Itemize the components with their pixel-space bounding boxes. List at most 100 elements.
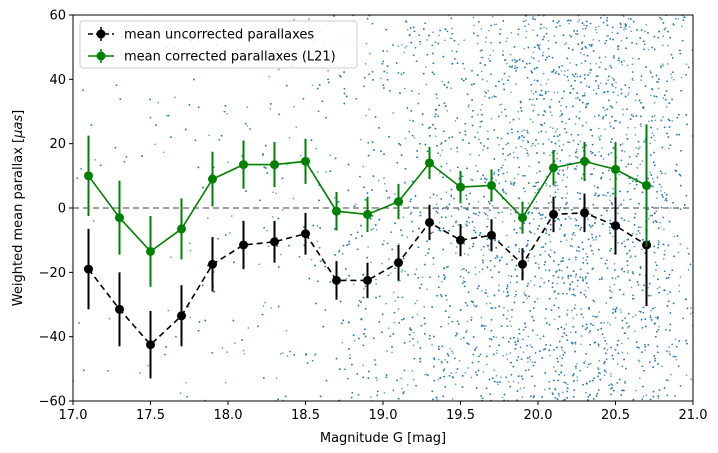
scatter-point [554,397,557,399]
scatter-point [441,80,443,83]
scatter-point [574,79,576,82]
scatter-point [588,308,590,310]
scatter-point [589,62,592,65]
scatter-point [483,211,486,214]
scatter-point [653,35,656,38]
scatter-point [246,124,249,127]
scatter-point [403,369,406,372]
scatter-point [474,266,477,269]
scatter-point [400,377,403,380]
scatter-point [647,32,649,34]
scatter-point [517,110,520,113]
scatter-point [175,335,177,338]
scatter-point [559,228,561,230]
scatter-point [401,234,404,237]
scatter-point [459,275,462,278]
scatter-point [576,285,579,288]
scatter-point [475,371,477,374]
scatter-point [611,277,614,279]
scatter-point [644,349,646,352]
scatter-point [649,10,651,12]
scatter-point [529,118,532,121]
scatter-point [576,10,578,12]
scatter-point [504,180,507,183]
scatter-point [275,192,278,195]
scatter-point [311,84,314,87]
scatter-point [438,402,440,404]
scatter-point [442,55,445,58]
scatter-point [663,270,666,273]
scatter-point [399,144,402,146]
scatter-point [670,73,672,76]
scatter-point [413,357,416,360]
scatter-point [603,194,605,196]
scatter-point [653,95,656,98]
scatter-point [465,198,468,200]
scatter-point [478,21,480,23]
scatter-point [628,25,631,28]
scatter-point [333,197,336,199]
scatter-point [675,358,678,361]
scatter-point [243,352,246,355]
scatter-point [433,402,435,404]
scatter-point [530,56,533,59]
scatter-point [385,28,388,31]
scatter-point [362,376,365,379]
scatter-point [473,226,476,229]
scatter-point [148,403,150,405]
scatter-point [535,201,538,203]
scatter-point [613,55,615,57]
scatter-point [644,403,646,405]
scatter-point [593,405,595,407]
scatter-point [621,351,624,354]
scatter-point [402,216,405,219]
scatter-point [476,405,478,407]
scatter-point [429,196,432,199]
scatter-point [394,300,397,302]
scatter-point [675,355,677,358]
scatter-point [620,311,623,313]
scatter-point [517,173,520,176]
scatter-point [451,27,453,30]
scatter-point [663,199,666,202]
scatter-point [482,371,485,373]
scatter-point [513,336,515,339]
scatter-point [439,29,441,32]
scatter-point [670,373,672,376]
scatter-point [522,328,525,331]
scatter-point [325,171,327,173]
scatter-point [198,321,201,323]
scatter-point [288,137,291,139]
scatter-point [531,361,534,364]
scatter-point [429,276,431,279]
scatter-point [545,32,548,35]
scatter-point [660,18,663,21]
scatter-point [495,336,498,339]
scatter-point [662,64,665,67]
scatter-point [482,148,484,151]
scatter-point [335,357,338,360]
scatter-point [636,93,638,96]
scatter-point [640,75,643,77]
scatter-point [641,160,644,162]
scatter-point [563,374,566,377]
scatter-point [380,77,382,80]
scatter-point [530,89,533,92]
scatter-point [506,283,509,286]
scatter-point [558,20,560,23]
scatter-point [668,351,671,353]
scatter-point [660,119,663,122]
scatter-point [517,356,520,358]
scatter-point [556,152,559,155]
scatter-point [468,13,470,15]
scatter-point [632,79,634,82]
scatter-point [470,316,473,319]
scatter-point [577,96,579,99]
scatter-point [583,362,586,365]
scatter-point [649,142,652,145]
scatter-point [605,371,608,373]
scatter-point [495,352,498,354]
scatter-point [609,122,611,124]
scatter-point [456,116,458,119]
scatter-point [625,165,628,168]
